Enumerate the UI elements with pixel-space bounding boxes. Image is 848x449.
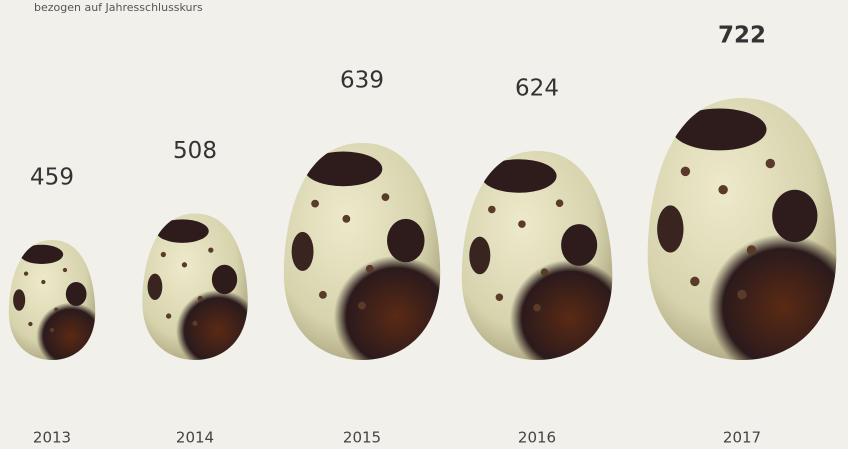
egg-patch bbox=[672, 108, 767, 151]
egg-patch bbox=[657, 205, 684, 253]
egg-speck bbox=[181, 262, 188, 268]
egg-speck bbox=[737, 289, 747, 300]
egg-speck bbox=[365, 264, 374, 273]
egg-speck bbox=[54, 307, 59, 312]
egg-speck bbox=[41, 279, 46, 285]
value-label: 722 bbox=[718, 23, 766, 49]
egg-speck bbox=[166, 313, 172, 319]
x-tick-label: 2016 bbox=[518, 429, 556, 447]
egg-patch bbox=[20, 244, 64, 264]
egg-speck bbox=[718, 184, 728, 195]
egg-patch bbox=[65, 282, 87, 306]
egg-patch bbox=[481, 159, 557, 193]
egg-patch bbox=[469, 236, 491, 275]
egg-speck bbox=[518, 220, 526, 228]
x-tick-label: 2014 bbox=[176, 429, 214, 447]
egg-speck bbox=[23, 271, 29, 276]
egg-speck bbox=[533, 303, 541, 312]
egg-speck bbox=[680, 166, 691, 177]
egg-patch bbox=[13, 289, 26, 311]
egg-speck bbox=[62, 267, 68, 273]
egg-patch bbox=[291, 231, 314, 271]
egg-speck bbox=[197, 295, 203, 302]
value-label: 459 bbox=[30, 165, 74, 191]
egg-speck bbox=[28, 321, 33, 327]
egg-speck bbox=[358, 301, 366, 310]
egg-speck bbox=[208, 247, 214, 253]
egg-patch bbox=[304, 151, 383, 187]
egg-patch bbox=[772, 189, 818, 243]
egg-speck bbox=[540, 268, 549, 276]
egg-speck bbox=[342, 214, 351, 223]
egg-speck bbox=[746, 245, 757, 255]
egg-speck bbox=[690, 276, 700, 287]
egg-speck bbox=[318, 290, 327, 299]
egg-speck bbox=[160, 251, 167, 258]
egg-patch bbox=[561, 224, 598, 266]
egg-speck bbox=[192, 320, 198, 327]
egg-speck bbox=[495, 293, 504, 302]
egg-speck bbox=[311, 199, 319, 208]
egg-speck bbox=[381, 193, 390, 202]
x-tick-label: 2015 bbox=[343, 429, 381, 447]
egg-patch bbox=[147, 273, 163, 300]
subtitle: bezogen auf Jahresschlusskurs bbox=[34, 1, 203, 14]
egg-patch bbox=[387, 218, 425, 263]
egg-patch bbox=[155, 219, 209, 243]
value-label: 624 bbox=[515, 75, 559, 101]
egg-speck bbox=[49, 327, 55, 333]
egg-speck bbox=[555, 199, 564, 207]
x-tick-label: 2017 bbox=[723, 429, 761, 447]
value-label: 508 bbox=[173, 138, 217, 164]
x-tick-label: 2013 bbox=[33, 429, 71, 447]
egg-patch bbox=[211, 264, 238, 295]
value-label: 639 bbox=[340, 67, 384, 93]
egg-speck bbox=[488, 205, 496, 214]
egg-speck bbox=[765, 158, 776, 169]
